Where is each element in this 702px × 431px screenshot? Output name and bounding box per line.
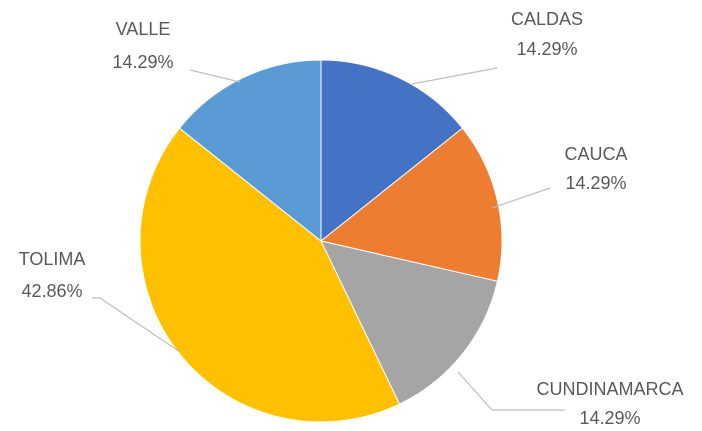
slice-label: CUNDINAMARCA [536,379,683,399]
slice-label: CAUCA [564,144,627,164]
leader-line [457,371,565,411]
pie-slice [319,127,503,282]
leader-line [92,297,181,353]
slice-value-label: 42.86% [21,281,82,301]
slice-value-label: 14.29% [565,173,626,193]
leader-line [491,187,551,209]
slice-label: TOLIMA [19,249,86,269]
slice-label: CALDAS [511,9,583,29]
pie-slice [178,59,322,243]
leader-line [189,69,241,83]
leader-line [411,67,498,85]
slice-label: VALLE [116,19,171,39]
slice-value-label: 14.29% [516,39,577,59]
slice-value-label: 14.29% [112,52,173,72]
pie-slice [320,240,499,405]
pie-slice [139,127,401,423]
slice-value-label: 14.29% [579,408,640,428]
pie-slice [320,59,464,243]
